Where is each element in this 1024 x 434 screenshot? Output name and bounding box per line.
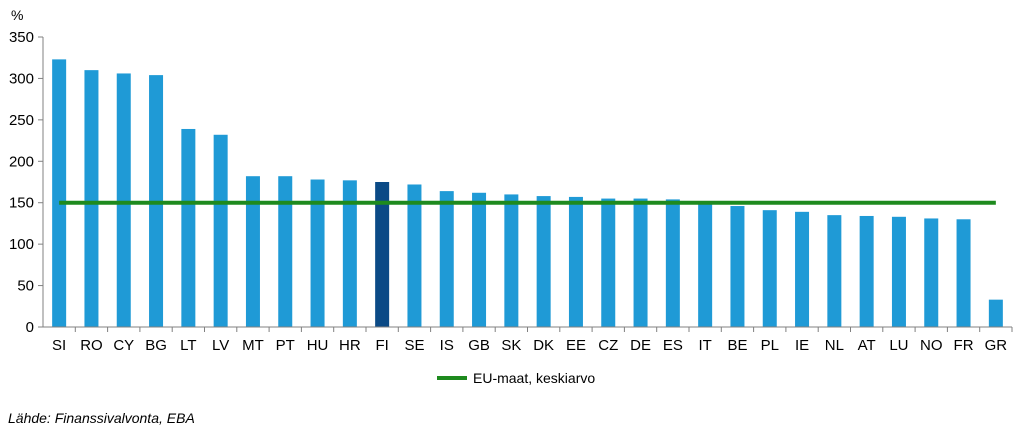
bar-es	[665, 199, 680, 327]
y-tick-label: 200	[9, 153, 34, 170]
x-tick-label: LU	[889, 337, 908, 354]
bar-pl	[762, 210, 777, 327]
x-tick-label: SE	[404, 337, 424, 354]
y-tick-label: 100	[9, 236, 34, 253]
bar-it	[698, 202, 713, 327]
bar-gr	[988, 299, 1003, 327]
bar-si	[52, 59, 67, 327]
x-tick-label: DE	[630, 337, 651, 354]
x-tick-label: HU	[307, 337, 329, 354]
bar-se	[407, 184, 422, 327]
source-note: Lähde: Finanssivalvonta, EBA	[8, 410, 195, 426]
x-tick-label: IS	[440, 337, 454, 354]
x-tick-label: AT	[858, 337, 876, 354]
x-tick-label: GB	[468, 337, 490, 354]
bar-pt	[278, 176, 293, 327]
x-tick-label: FR	[954, 337, 974, 354]
x-tick-label: HR	[339, 337, 361, 354]
legend: EU-maat, keskiarvo	[437, 370, 595, 386]
x-tick-label: PL	[761, 337, 779, 354]
bar-lt	[181, 128, 196, 327]
bar-is	[439, 191, 454, 327]
x-tick-label: GR	[985, 337, 1008, 354]
x-tick-label: LT	[180, 337, 196, 354]
x-tick-label: LV	[212, 337, 229, 354]
bar-lv	[213, 134, 228, 327]
x-tick-label: NO	[920, 337, 943, 354]
x-tick-label: IE	[795, 337, 809, 354]
bar-ro	[84, 70, 99, 328]
bar-cz	[601, 198, 616, 327]
bar-be	[730, 206, 745, 327]
bar-nl	[827, 215, 842, 327]
bar-dk	[536, 196, 551, 327]
bar-cy	[116, 73, 131, 327]
x-axis-ticks: SI RO CY BG LT LV MT PT HU HR FI SE IS GB SK DK EE CZ DE ES…	[52, 327, 1013, 354]
x-tick-label: ES	[663, 337, 683, 354]
bar-hr	[342, 180, 357, 327]
bar-at	[859, 215, 874, 327]
y-axis-ticks: 0 50 100 150 200 250 300 350	[9, 29, 43, 336]
x-tick-label: CY	[113, 337, 134, 354]
x-tick-label: EE	[566, 337, 586, 354]
bar-chart: % 0 50 100 150 200 250 300 350 SI RO CY BG LT LV MT PT…	[9, 7, 1013, 354]
x-tick-label: FI	[375, 337, 388, 354]
bar-no	[924, 218, 939, 327]
bar-fi	[375, 182, 390, 327]
x-tick-label: NL	[825, 337, 844, 354]
bar-ee	[568, 196, 583, 327]
bar-fr	[956, 219, 971, 327]
x-tick-label: SI	[52, 337, 66, 354]
y-tick-label: 0	[26, 319, 34, 336]
x-tick-label: DK	[533, 337, 554, 354]
x-tick-label: PT	[276, 337, 295, 354]
x-tick-label: IT	[698, 337, 711, 354]
y-tick-label: 350	[9, 29, 34, 46]
x-tick-label: SK	[501, 337, 521, 354]
legend-swatch-eu-average	[437, 376, 467, 380]
bar-hu	[310, 179, 325, 327]
bar-de	[633, 198, 648, 327]
legend-label-eu-average: EU-maat, keskiarvo	[473, 370, 596, 386]
bar-lu	[891, 216, 906, 327]
y-tick-label: 300	[9, 70, 34, 87]
x-tick-label: MT	[242, 337, 264, 354]
y-tick-label: 50	[17, 278, 34, 295]
y-axis-unit-label: %	[11, 7, 23, 23]
bar-gb	[472, 192, 487, 327]
x-tick-label: BE	[727, 337, 747, 354]
bar-sk	[504, 194, 519, 327]
y-tick-label: 150	[9, 195, 34, 212]
x-tick-label: RO	[80, 337, 103, 354]
bars-group	[52, 59, 1003, 328]
bar-ie	[795, 211, 810, 327]
bar-mt	[245, 176, 260, 327]
x-tick-label: CZ	[598, 337, 618, 354]
y-tick-label: 250	[9, 112, 34, 129]
x-tick-label: BG	[145, 337, 167, 354]
